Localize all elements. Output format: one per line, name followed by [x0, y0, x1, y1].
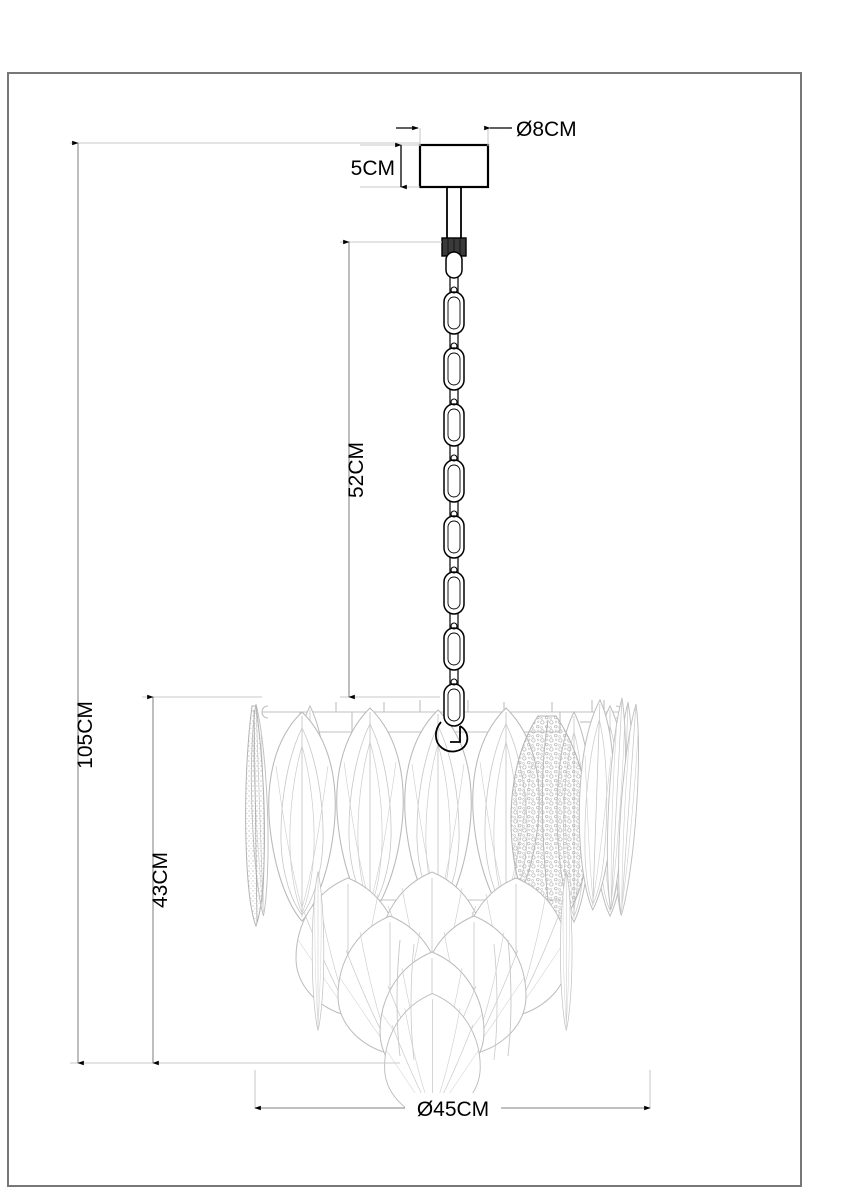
drawing-border: [7, 72, 802, 1187]
